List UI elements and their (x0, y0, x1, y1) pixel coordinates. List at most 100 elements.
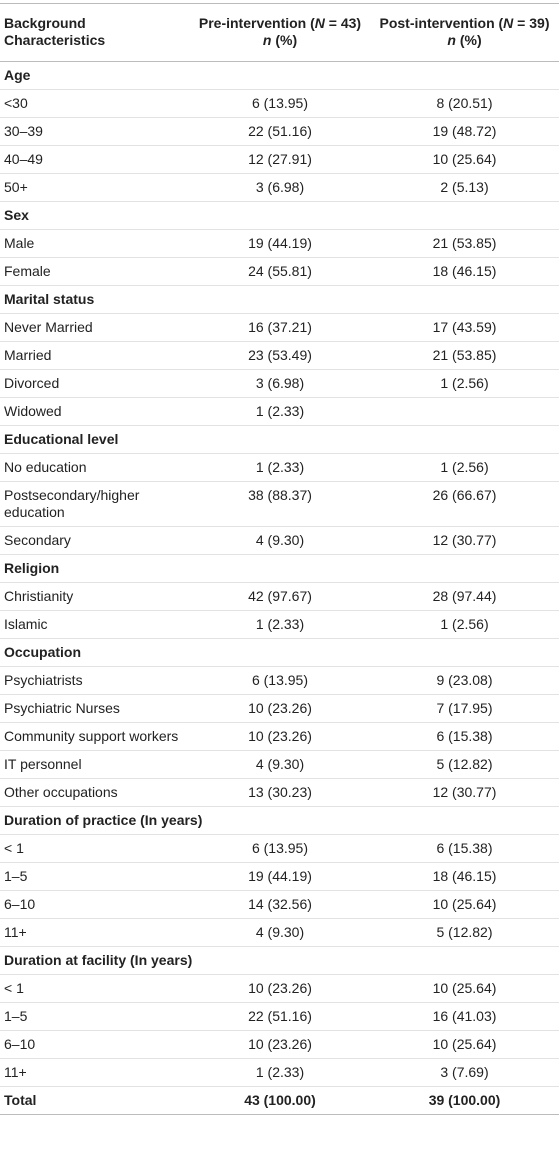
row-label: 50+ (0, 173, 190, 202)
row-label: 30–39 (0, 117, 190, 146)
data-row: Psychiatrists 6 (13.95) 9 (23.08) (0, 666, 559, 695)
row-label: Psychiatric Nurses (0, 694, 190, 723)
header-text: = 39) (513, 15, 550, 31)
value-cell: 3 (7.69) (370, 1058, 559, 1087)
data-row: Female 24 (55.81) 18 (46.15) (0, 257, 559, 286)
value-cell: 9 (23.08) (370, 666, 559, 695)
value-cell: 1 (2.33) (190, 453, 370, 482)
total-value: 43 (100.00) (244, 1092, 316, 1108)
value-cell: 42 (97.67) (190, 582, 370, 611)
characteristics-table: Background Characteristics Pre-interventi… (0, 3, 559, 1115)
value-cell: 5 (12.82) (370, 750, 559, 779)
header-text: N (314, 15, 325, 31)
data-row: 11+ 4 (9.30) 5 (12.82) (0, 918, 559, 947)
row-label: Other occupations (0, 778, 190, 807)
data-row: Secondary 4 (9.30) 12 (30.77) (0, 526, 559, 555)
row-label: Community support workers (0, 722, 190, 751)
row-label: <30 (0, 89, 190, 118)
value-cell: 10 (25.64) (370, 890, 559, 919)
value-cell: 6 (15.38) (370, 834, 559, 863)
row-label: Christianity (0, 582, 190, 611)
total-row: Total 43 (100.00) 39 (100.00) (0, 1087, 559, 1115)
data-row: 6–10 14 (32.56) 10 (25.64) (0, 890, 559, 919)
value-cell: 18 (46.15) (370, 257, 559, 286)
header-cell: Post-intervention (N = 39) n (%) (370, 3, 559, 62)
value-cell: 10 (23.26) (190, 974, 370, 1003)
data-row: Community support workers 10 (23.26) 6 (15… (0, 722, 559, 751)
value-cell: 16 (41.03) (370, 1002, 559, 1031)
data-row: Postsecondary/higher education 38 (88.37)… (0, 481, 559, 527)
data-row: 50+ 3 (6.98) 2 (5.13) (0, 173, 559, 202)
header-cell: Pre-intervention (N = 43) n (%) (190, 3, 370, 62)
value-cell: 1 (2.33) (190, 397, 370, 426)
data-row: Islamic 1 (2.33) 1 (2.56) (0, 610, 559, 639)
data-row: Christianity 42 (97.67) 28 (97.44) (0, 582, 559, 611)
value-cell: 12 (30.77) (370, 526, 559, 555)
section-title: Religion (0, 554, 559, 583)
header-text: = 43) (324, 15, 362, 31)
value-cell: 38 (88.37) (190, 481, 370, 527)
row-label: < 1 (0, 834, 190, 863)
page: Background Characteristics Pre-interventi… (0, 3, 559, 1153)
value-cell: 6 (13.95) (190, 666, 370, 695)
value-cell: 7 (17.95) (370, 694, 559, 723)
table-body: Age <30 6 (13.95) 8 (20.51) 30–39 22 (51.16) 1… (0, 61, 559, 1115)
value-cell: 4 (9.30) (190, 750, 370, 779)
data-row: 1–5 19 (44.19) 18 (46.15) (0, 862, 559, 891)
section-row: Occupation (0, 638, 559, 667)
row-label: Psychiatrists (0, 666, 190, 695)
data-row: Other occupations 13 (30.23) 12 (30.77) (0, 778, 559, 807)
section-title: Marital status (0, 285, 559, 314)
row-label: 11+ (0, 918, 190, 947)
value-cell: 1 (2.56) (370, 369, 559, 398)
value-cell: 3 (6.98) (190, 369, 370, 398)
total-label: Total (4, 1092, 37, 1108)
row-label: IT personnel (0, 750, 190, 779)
value-cell: 12 (30.77) (370, 778, 559, 807)
value-cell: 1 (2.33) (190, 610, 370, 639)
value-cell: 14 (32.56) (190, 890, 370, 919)
data-row: Male 19 (44.19) 21 (53.85) (0, 229, 559, 258)
value-cell: 10 (23.26) (190, 722, 370, 751)
section-row: Duration of practice (In years) (0, 806, 559, 835)
value-cell: 13 (30.23) (190, 778, 370, 807)
value-cell: 19 (48.72) (370, 117, 559, 146)
value-cell: 1 (2.56) (370, 610, 559, 639)
header-text: Background Characteristics (4, 15, 106, 48)
data-row: <30 6 (13.95) 8 (20.51) (0, 89, 559, 118)
row-label: 11+ (0, 1058, 190, 1087)
data-row: Never Married 16 (37.21) 17 (43.59) (0, 313, 559, 342)
row-label: Secondary (0, 526, 190, 555)
total-value: 39 (100.00) (428, 1092, 501, 1108)
value-cell: 6 (15.38) (370, 722, 559, 751)
section-row: Duration at facility (In years) (0, 946, 559, 975)
header-row: Background Characteristics Pre-interventi… (0, 3, 559, 62)
section-row: Sex (0, 201, 559, 230)
header-cell: Background Characteristics (0, 3, 190, 62)
section-row: Educational level (0, 425, 559, 454)
value-cell: 19 (44.19) (190, 862, 370, 891)
row-label: 1–5 (0, 862, 190, 891)
section-title: Duration at facility (In years) (0, 946, 559, 975)
header-text: n (447, 32, 456, 48)
data-row: No education 1 (2.33) 1 (2.56) (0, 453, 559, 482)
value-cell: 3 (6.98) (190, 173, 370, 202)
section-title: Sex (0, 201, 559, 230)
row-label: Divorced (0, 369, 190, 398)
data-row: IT personnel 4 (9.30) 5 (12.82) (0, 750, 559, 779)
section-title: Duration of practice (In years) (0, 806, 559, 835)
value-cell: 10 (23.26) (190, 1030, 370, 1059)
data-row: 11+ 1 (2.33) 3 (7.69) (0, 1058, 559, 1087)
row-label: Postsecondary/higher education (0, 481, 190, 527)
header-text: n (262, 32, 272, 48)
value-cell: 2 (5.13) (370, 173, 559, 202)
value-cell: 22 (51.16) (190, 1002, 370, 1031)
data-row: < 1 10 (23.26) 10 (25.64) (0, 974, 559, 1003)
data-row: 40–49 12 (27.91) 10 (25.64) (0, 145, 559, 174)
header-text: N (503, 15, 514, 31)
section-title: Age (0, 61, 559, 90)
data-row: 1–5 22 (51.16) 16 (41.03) (0, 1002, 559, 1031)
row-label: 40–49 (0, 145, 190, 174)
value-cell: 10 (23.26) (190, 694, 370, 723)
data-row: 30–39 22 (51.16) 19 (48.72) (0, 117, 559, 146)
